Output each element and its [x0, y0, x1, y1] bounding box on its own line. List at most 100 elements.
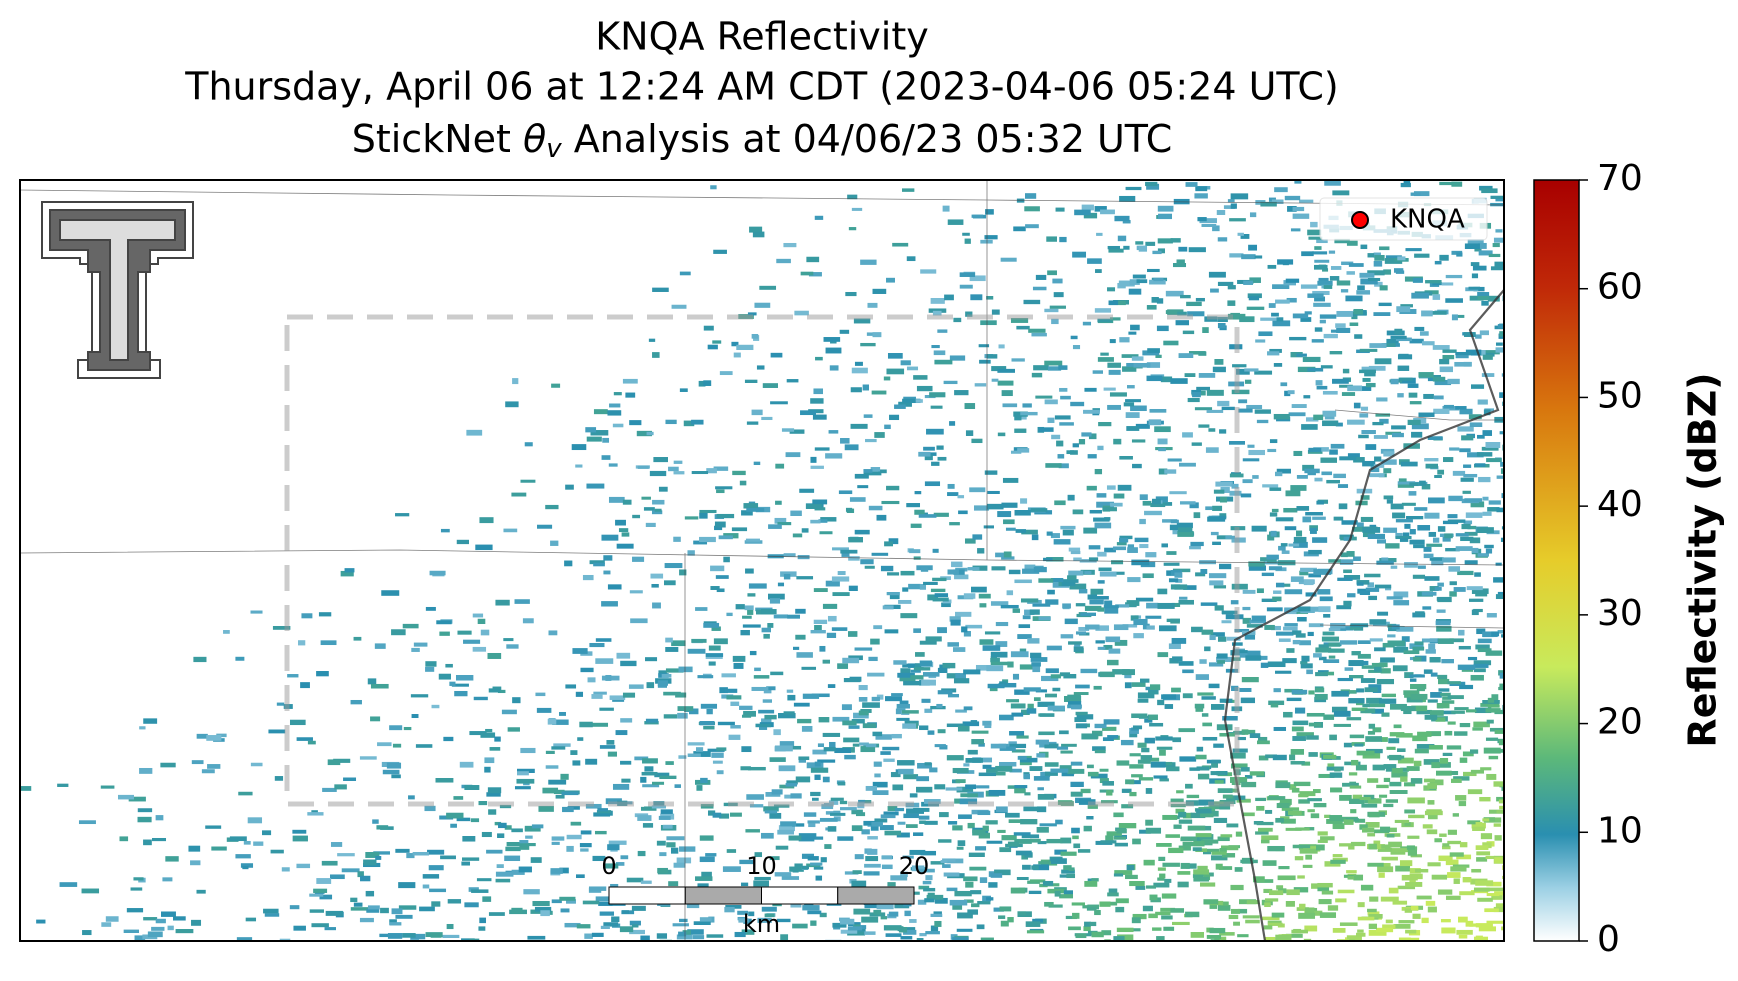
- radar-gate: [572, 760, 581, 766]
- radar-gate: [962, 721, 980, 727]
- radar-gate: [1020, 757, 1038, 763]
- radar-gate: [747, 766, 766, 771]
- radar-gate: [845, 507, 853, 512]
- radar-gate: [1094, 206, 1107, 212]
- radar-gate: [1130, 615, 1139, 621]
- radar-gate: [81, 888, 100, 894]
- radar-gate: [881, 500, 900, 505]
- radar-gate: [542, 787, 559, 794]
- radar-gate: [1150, 502, 1166, 508]
- radar-gate: [914, 491, 922, 495]
- radar-gate: [580, 848, 589, 852]
- radar-gate: [693, 540, 708, 545]
- radar-gate: [1037, 794, 1055, 800]
- radar-gate: [1477, 295, 1489, 301]
- radar-gate: [1341, 392, 1356, 396]
- colorbar: [1533, 179, 1580, 942]
- radar-gate: [1436, 762, 1451, 768]
- radar-gate: [991, 309, 1000, 315]
- radar-gate: [1441, 658, 1454, 664]
- radar-gate: [1292, 844, 1311, 849]
- radar-gate: [1099, 778, 1109, 784]
- radar-gate: [924, 898, 935, 903]
- radar-gate: [1199, 218, 1217, 224]
- radar-gate: [1276, 317, 1284, 322]
- radar-gate: [879, 825, 894, 831]
- radar-gate: [1360, 884, 1374, 891]
- radar-gate: [812, 749, 827, 755]
- radar-gate: [832, 716, 850, 722]
- radar-gate: [705, 853, 717, 857]
- radar-gate: [1007, 917, 1014, 923]
- radar-gate: [1389, 703, 1407, 710]
- radar-gate: [1500, 461, 1504, 467]
- radar-gate: [1242, 617, 1252, 624]
- radar-gate: [1293, 450, 1303, 457]
- radar-gate: [837, 781, 846, 786]
- radar-gate: [1108, 248, 1124, 253]
- radar-gate: [1269, 512, 1278, 517]
- radar-gate: [1149, 684, 1161, 690]
- radar-gate: [1478, 476, 1491, 483]
- radar-gate: [844, 871, 859, 875]
- radar-gate: [1447, 695, 1464, 700]
- radar-gate: [719, 371, 733, 376]
- radar-gate: [817, 759, 836, 763]
- radar-gate: [1130, 405, 1147, 412]
- radar-gate: [1491, 894, 1503, 900]
- radar-gate: [1262, 484, 1279, 488]
- radar-gate: [1284, 623, 1298, 627]
- radar-gate: [799, 488, 815, 493]
- radar-gate: [700, 703, 718, 709]
- radar-gate: [193, 656, 207, 663]
- radar-gate: [1244, 379, 1252, 384]
- radar-gate: [1264, 936, 1276, 941]
- radar-gate: [743, 503, 759, 509]
- reflectivity-field: [20, 180, 1504, 941]
- radar-gate: [1302, 464, 1315, 471]
- radar-gate: [663, 714, 678, 719]
- radar-gate: [1275, 670, 1292, 674]
- radar-gate: [1307, 798, 1322, 802]
- radar-gate: [1340, 626, 1354, 631]
- radar-gate: [1284, 688, 1299, 693]
- radar-gate: [1220, 487, 1230, 493]
- radar-gate: [1356, 522, 1364, 528]
- radar-gate: [683, 420, 695, 427]
- radar-gate: [415, 744, 433, 748]
- radar-gate: [1149, 408, 1167, 413]
- radar-gate: [1182, 693, 1193, 699]
- radar-gate: [292, 835, 308, 842]
- radar-gate: [1308, 447, 1322, 452]
- radar-gate: [678, 755, 687, 759]
- radar-gate: [1451, 181, 1463, 187]
- radar-gate: [411, 647, 420, 652]
- radar-gate: [1472, 265, 1487, 271]
- radar-gate: [1377, 847, 1393, 852]
- radar-gate: [976, 924, 985, 930]
- radar-gate: [1370, 466, 1380, 473]
- radar-gate: [825, 580, 840, 587]
- radar-gate: [1411, 423, 1429, 430]
- radar-gate: [1297, 616, 1307, 622]
- radar-gate: [607, 844, 620, 851]
- radar-gate: [1168, 578, 1179, 583]
- radar-gate: [1407, 835, 1420, 839]
- radar-gate: [652, 352, 660, 358]
- radar-gate: [1367, 862, 1384, 867]
- radar-gate: [1139, 518, 1146, 525]
- radar-gate: [1091, 878, 1099, 882]
- theta: θ: [523, 117, 546, 161]
- radar-gate: [1044, 762, 1059, 767]
- radar-gate: [503, 638, 514, 642]
- radar-gate: [716, 489, 725, 494]
- radar-gate: [1371, 662, 1384, 668]
- radar-gate: [793, 702, 810, 707]
- radar-gate: [1024, 206, 1040, 212]
- radar-gate: [1381, 844, 1391, 849]
- radar-gate: [1373, 260, 1383, 267]
- radar-gate: [612, 423, 624, 428]
- radar-gate: [1100, 209, 1115, 215]
- radar-gate: [708, 661, 716, 666]
- radar-gate: [1083, 527, 1098, 534]
